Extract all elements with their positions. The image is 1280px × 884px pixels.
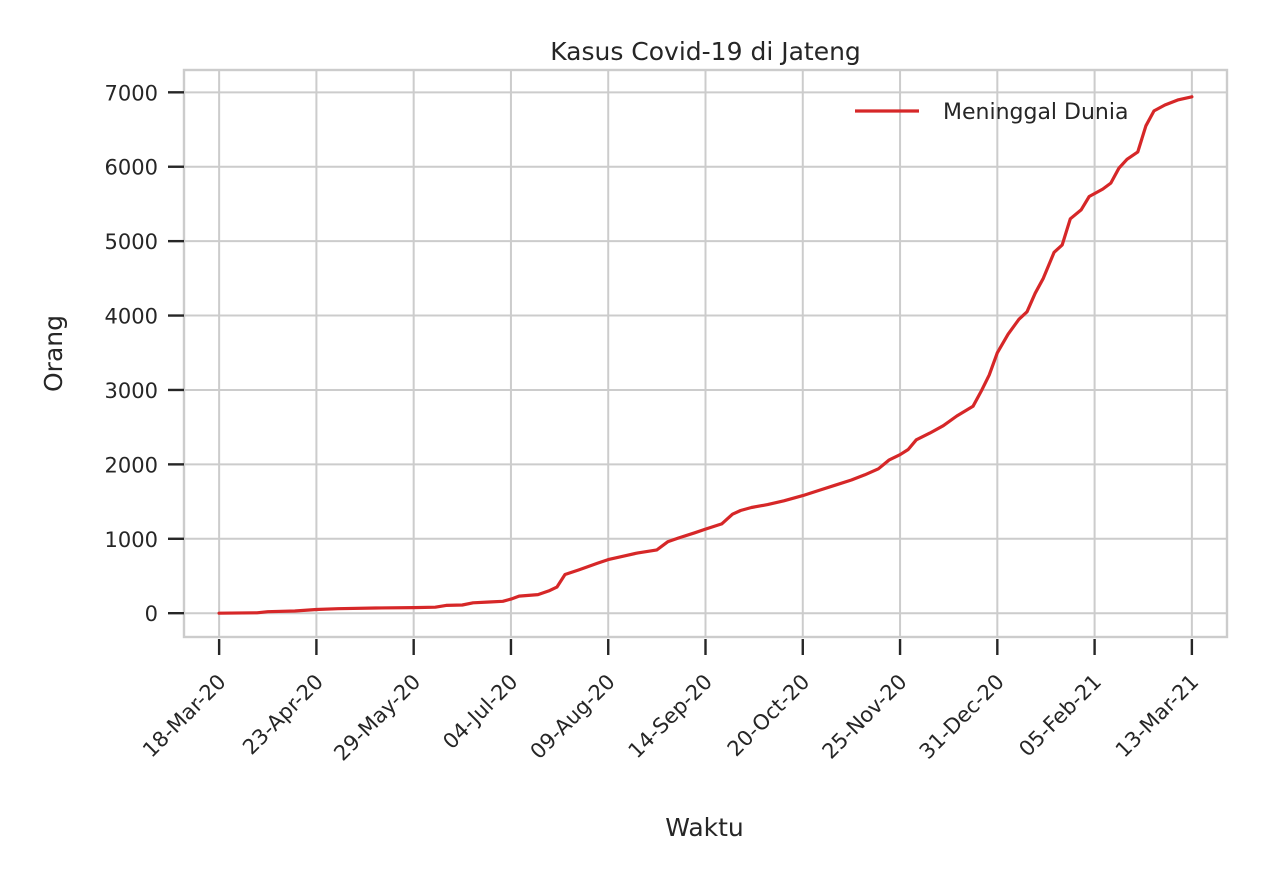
y-tick-label: 0 <box>145 602 158 626</box>
x-tick-label: 13-Mar-21 <box>1111 670 1204 763</box>
y-tick-label: 3000 <box>105 379 158 403</box>
series-line-0 <box>217 95 1194 615</box>
x-tick-label: 29-May-20 <box>329 670 425 766</box>
x-tick-label: 20-Oct-20 <box>723 670 815 762</box>
y-tick-label: 1000 <box>105 528 158 552</box>
y-axis-title: Orang <box>39 315 68 392</box>
x-tick-label: 14-Sep-20 <box>624 670 717 763</box>
x-tick-label: 05-Feb-21 <box>1014 670 1106 762</box>
legend: Meninggal Dunia <box>855 100 1128 125</box>
chart-title: Kasus Covid-19 di Jateng <box>550 37 861 66</box>
x-axis-title: Waktu <box>665 813 744 842</box>
y-tick-label: 2000 <box>105 453 158 477</box>
x-tick-label: 23-Apr-20 <box>238 670 328 760</box>
plot-frame <box>182 68 1229 639</box>
x-tick-label: 18-Mar-20 <box>138 670 231 763</box>
series-layer <box>217 95 1194 615</box>
x-tick-label: 31-Dec-20 <box>915 670 1009 764</box>
x-tick-label: 04-Jul-20 <box>438 670 522 754</box>
grid-layer <box>184 70 1227 637</box>
y-tick-label: 6000 <box>105 156 158 180</box>
y-tick-label: 4000 <box>105 305 158 329</box>
x-tick-label: 09-Aug-20 <box>526 670 620 764</box>
y-tick-label: 5000 <box>105 230 158 254</box>
tick-layer: 0 1000 2000 3000 4000 5000 6000 7000 18-Mar-20 23… <box>105 81 1204 765</box>
y-tick-label: 7000 <box>105 81 158 105</box>
legend-label-meninggal-dunia: Meninggal Dunia <box>943 100 1128 125</box>
x-tick-label: 25-Nov-20 <box>818 670 912 764</box>
